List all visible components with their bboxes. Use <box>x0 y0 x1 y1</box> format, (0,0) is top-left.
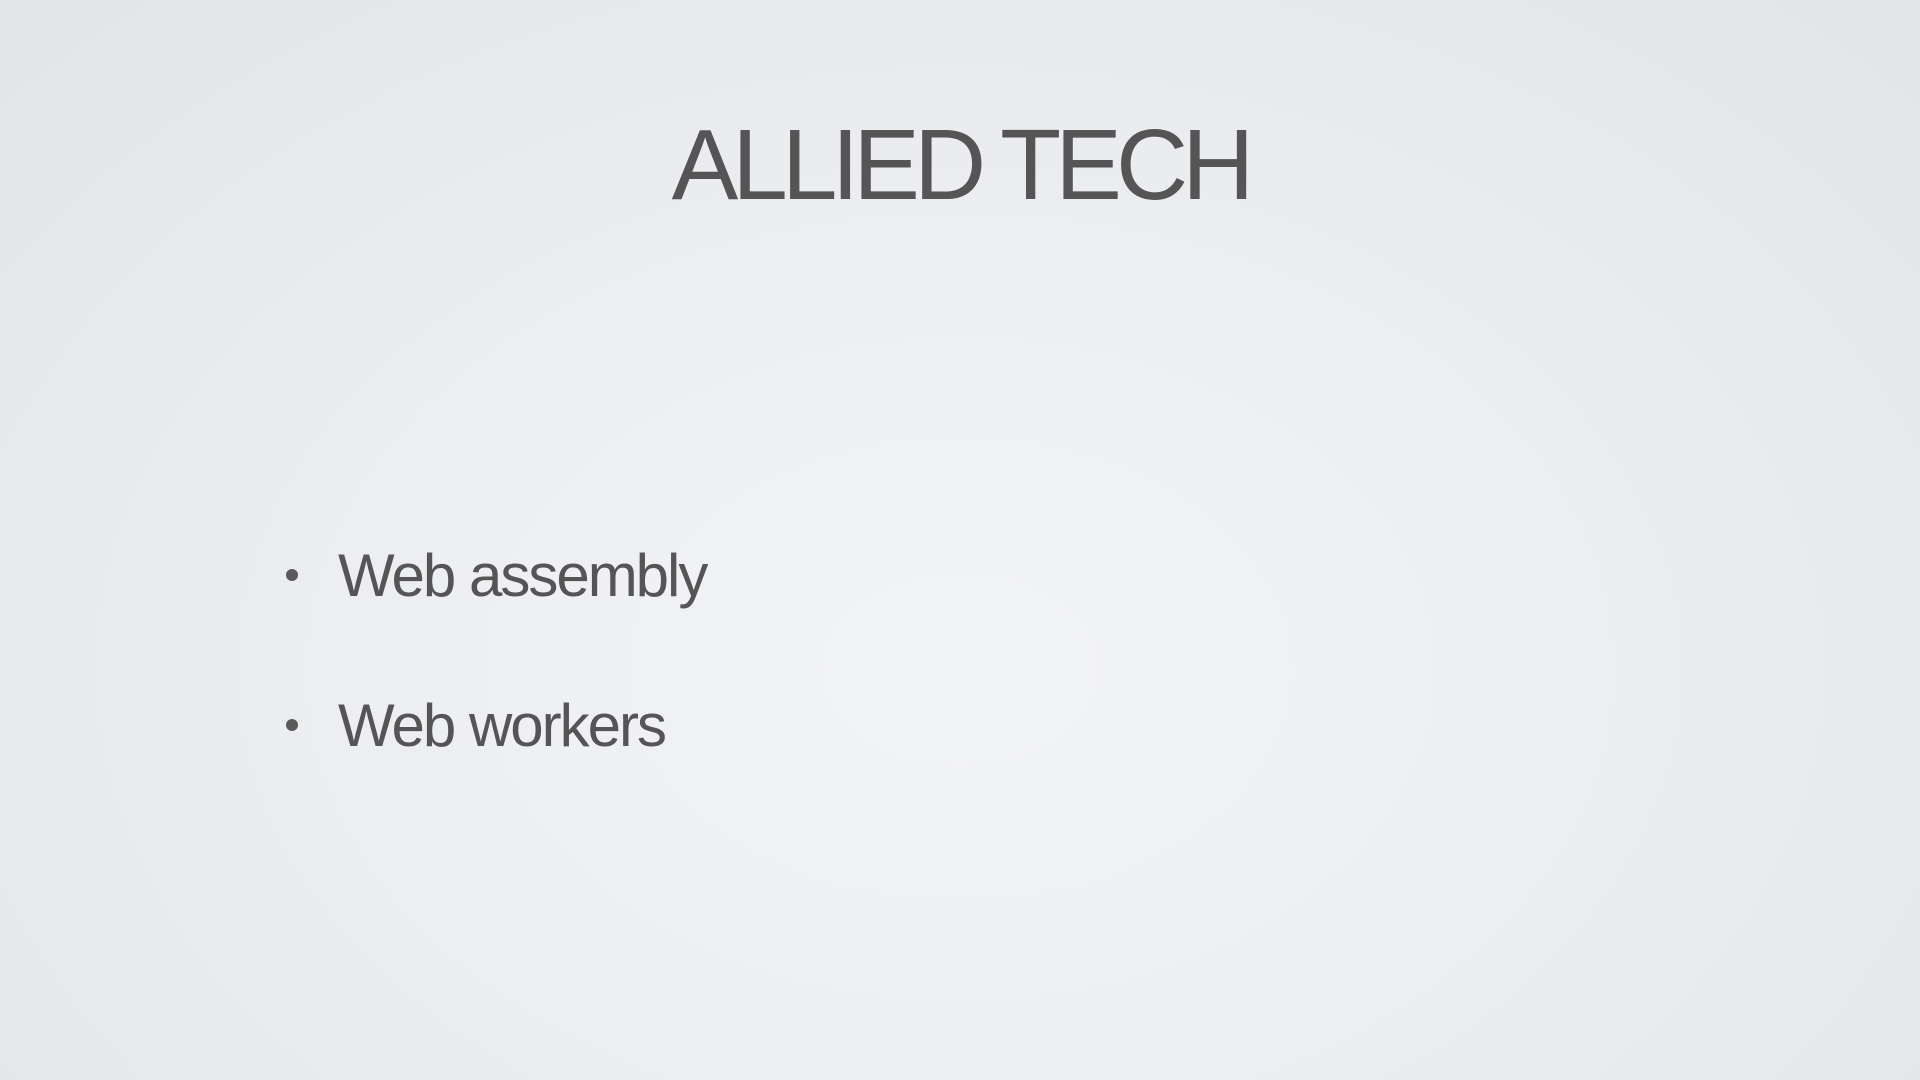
bullet-item-web-assembly: Web assembly <box>286 535 708 615</box>
bullet-item-web-workers: Web workers <box>286 685 706 765</box>
bullet-dot-icon <box>286 569 298 581</box>
slide-title: ALLIED TECH <box>671 109 1255 221</box>
bullet-list: Web assembly Web workers <box>286 535 708 835</box>
bullet-text: Web assembly <box>338 541 708 609</box>
bullet-dot-icon <box>286 719 298 731</box>
bullet-text: Web workers <box>338 691 667 759</box>
